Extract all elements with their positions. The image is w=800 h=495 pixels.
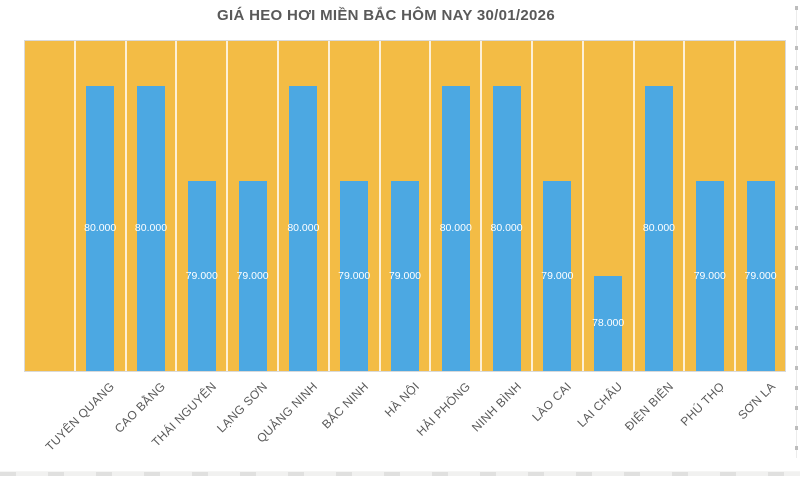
category-label: LÀO CAI [529, 379, 575, 425]
category-label: TUYÊN QUANG [42, 379, 118, 454]
bar: 79.000 [388, 181, 422, 371]
category-label: SƠN LA [734, 379, 778, 423]
bar: 80.000 [642, 86, 676, 371]
bar-value-label: 79.000 [338, 269, 371, 282]
bar-value-label: 78.000 [592, 317, 625, 330]
bar-column: 79.000 [228, 41, 279, 371]
bar-column: 79.000 [177, 41, 229, 371]
bar-value-label: 80.000 [84, 222, 117, 235]
bar: 79.000 [185, 181, 218, 371]
plot-area: 80.000 80.000 79.000 79.000 80.000 79.000 79.0… [24, 40, 786, 372]
bar-column: 80.000 [127, 41, 178, 371]
category-label: ĐIỆN BIÊN [621, 379, 677, 434]
bar-column: 78.000 [584, 41, 635, 371]
bar: 79.000 [693, 181, 726, 371]
bar-value-label: 79.000 [744, 269, 777, 282]
bar: 80.000 [134, 86, 168, 371]
bar: 80.000 [84, 86, 117, 371]
bar: 78.000 [592, 276, 625, 371]
category-label: HẢI PHÒNG [413, 379, 473, 439]
bar-value-label: 80.000 [490, 222, 523, 235]
bar-value-label: 80.000 [439, 222, 472, 235]
bar-column: 79.000 [533, 41, 584, 371]
bar: 80.000 [490, 86, 523, 371]
bar-column: 79.000 [685, 41, 737, 371]
bar-column: 80.000 [431, 41, 483, 371]
cropped-table-top-edge [0, 471, 800, 476]
bar: 79.000 [541, 181, 574, 371]
category-label: QUẢNG NINH [254, 379, 321, 446]
bar-column: 80.000 [482, 41, 533, 371]
bar-column: 80.000 [76, 41, 127, 371]
bar-column: 79.000 [381, 41, 432, 371]
bar: 79.000 [236, 181, 269, 371]
bar-column [25, 41, 76, 371]
bar-value-label: 79.000 [541, 269, 574, 282]
bar-column: 79.000 [736, 41, 785, 371]
page-break-dashed-line-vertical [795, 6, 798, 458]
bar: 79.000 [744, 181, 777, 371]
chart-title: GIÁ HEO HƠI MIỀN BẮC HÔM NAY 30/01/2026 [217, 7, 555, 24]
bar-value-label: 80.000 [134, 222, 168, 235]
category-label: BẮC NINH [319, 379, 372, 432]
bar-column: 80.000 [635, 41, 686, 371]
category-label: NINH BÌNH [468, 379, 524, 435]
bar-value-label: 79.000 [388, 269, 422, 282]
category-label: HÀ NỘI [381, 379, 423, 420]
category-label: CAO BẰNG [111, 379, 169, 436]
bar-value-label: 79.000 [693, 269, 726, 282]
bar-value-label: 80.000 [642, 222, 676, 235]
bar: 79.000 [338, 181, 371, 371]
bar: 80.000 [287, 86, 320, 371]
bar-column: 80.000 [279, 41, 330, 371]
bar-value-label: 79.000 [185, 269, 218, 282]
category-label: LAI CHÂU [574, 379, 626, 431]
bar-value-label: 79.000 [236, 269, 269, 282]
bar-value-label: 80.000 [287, 222, 320, 235]
bar: 80.000 [439, 86, 472, 371]
chart-canvas: GIÁ HEO HƠI MIỀN BẮC HÔM NAY 30/01/2026 … [0, 6, 800, 476]
bar-column: 79.000 [330, 41, 381, 371]
category-label: PHÚ THỌ [677, 379, 727, 429]
category-label: THÁI NGUYÊN [148, 379, 219, 450]
category-label: LẠNG SƠN [213, 379, 270, 436]
